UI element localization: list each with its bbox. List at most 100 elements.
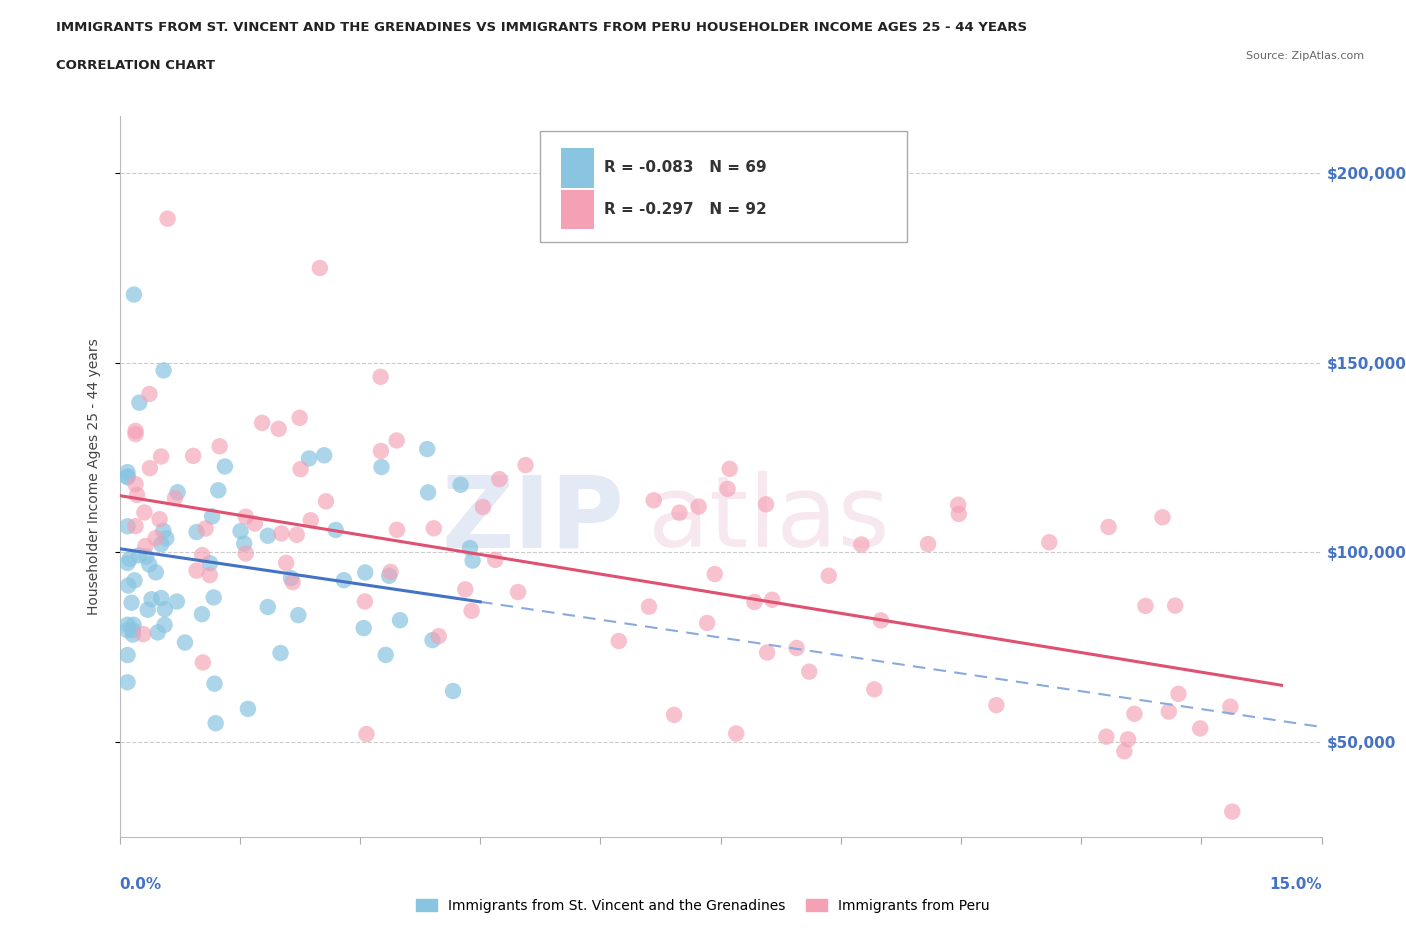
Immigrants from St. Vincent and the Grenadines xyxy=(166,485,188,499)
Immigrants from St. Vincent and the Grenadines xyxy=(370,459,392,474)
Immigrants from Peru xyxy=(717,482,740,497)
Immigrants from Peru xyxy=(744,594,766,609)
Immigrants from Peru xyxy=(725,726,748,741)
Immigrants from Peru xyxy=(1189,721,1212,736)
Immigrants from St. Vincent and the Grenadines xyxy=(229,524,252,538)
Immigrants from St. Vincent and the Grenadines xyxy=(122,627,145,642)
Immigrants from Peru xyxy=(281,575,304,590)
Immigrants from Peru xyxy=(427,629,450,644)
Immigrants from Peru xyxy=(370,369,392,384)
Immigrants from St. Vincent and the Grenadines xyxy=(201,509,224,524)
Immigrants from Peru xyxy=(1167,686,1189,701)
Immigrants from Peru xyxy=(299,512,322,527)
Immigrants from St. Vincent and the Grenadines xyxy=(117,470,139,485)
Immigrants from Peru xyxy=(148,512,170,526)
Immigrants from Peru xyxy=(243,516,266,531)
Text: IMMIGRANTS FROM ST. VINCENT AND THE GRENADINES VS IMMIGRANTS FROM PERU HOUSEHOLD: IMMIGRANTS FROM ST. VINCENT AND THE GREN… xyxy=(56,21,1028,34)
Immigrants from St. Vincent and the Grenadines xyxy=(117,675,139,690)
Immigrants from St. Vincent and the Grenadines xyxy=(117,578,139,593)
Immigrants from Peru xyxy=(1097,520,1119,535)
Immigrants from St. Vincent and the Grenadines xyxy=(270,645,292,660)
Immigrants from St. Vincent and the Grenadines xyxy=(298,451,321,466)
Immigrants from St. Vincent and the Grenadines xyxy=(416,485,439,500)
Immigrants from Peru xyxy=(385,523,408,538)
Immigrants from Peru xyxy=(145,531,167,546)
Immigrants from St. Vincent and the Grenadines xyxy=(153,602,176,617)
Immigrants from Peru xyxy=(270,526,292,541)
Immigrants from St. Vincent and the Grenadines xyxy=(146,625,169,640)
Immigrants from Peru xyxy=(124,519,146,534)
Immigrants from St. Vincent and the Grenadines xyxy=(121,595,143,610)
Immigrants from Peru xyxy=(756,645,779,660)
Immigrants from Peru xyxy=(607,633,630,648)
Immigrants from St. Vincent and the Grenadines xyxy=(128,548,150,563)
Immigrants from Peru xyxy=(132,627,155,642)
Text: R = -0.297   N = 92: R = -0.297 N = 92 xyxy=(605,202,766,217)
Immigrants from Peru xyxy=(662,708,685,723)
Immigrants from St. Vincent and the Grenadines xyxy=(117,469,139,484)
Immigrants from Peru xyxy=(124,477,146,492)
Text: Source: ZipAtlas.com: Source: ZipAtlas.com xyxy=(1246,51,1364,61)
Immigrants from Peru xyxy=(138,387,160,402)
Immigrants from Peru xyxy=(703,566,725,581)
Immigrants from Peru xyxy=(267,421,290,436)
Immigrants from Peru xyxy=(1038,535,1060,550)
Immigrants from Peru xyxy=(589,98,612,113)
Immigrants from Peru xyxy=(1164,598,1187,613)
Immigrants from Peru xyxy=(380,565,402,579)
Immigrants from Peru xyxy=(1095,729,1118,744)
Immigrants from Peru xyxy=(235,510,257,525)
Immigrants from St. Vincent and the Grenadines xyxy=(325,523,347,538)
Immigrants from St. Vincent and the Grenadines xyxy=(138,557,160,572)
Immigrants from St. Vincent and the Grenadines xyxy=(117,647,139,662)
Immigrants from Peru xyxy=(1114,744,1136,759)
Immigrants from Peru xyxy=(181,448,204,463)
Bar xyxy=(561,190,595,230)
Immigrants from Peru xyxy=(150,449,173,464)
Immigrants from St. Vincent and the Grenadines xyxy=(314,448,336,463)
Immigrants from Peru xyxy=(1123,707,1146,722)
Immigrants from Peru xyxy=(786,641,808,656)
Immigrants from St. Vincent and the Grenadines xyxy=(207,483,229,498)
Immigrants from Peru xyxy=(315,494,337,509)
Immigrants from Peru xyxy=(235,546,257,561)
Immigrants from St. Vincent and the Grenadines xyxy=(136,603,159,618)
Immigrants from Peru xyxy=(191,548,214,563)
Immigrants from St. Vincent and the Grenadines xyxy=(150,537,173,551)
Immigrants from St. Vincent and the Grenadines xyxy=(122,287,145,302)
Immigrants from Peru xyxy=(1116,732,1139,747)
Immigrants from St. Vincent and the Grenadines xyxy=(121,623,143,638)
Immigrants from St. Vincent and the Grenadines xyxy=(117,618,139,632)
Immigrants from St. Vincent and the Grenadines xyxy=(141,591,163,606)
Legend: Immigrants from St. Vincent and the Grenadines, Immigrants from Peru: Immigrants from St. Vincent and the Gren… xyxy=(411,894,995,919)
Immigrants from Peru xyxy=(755,497,778,512)
Immigrants from St. Vincent and the Grenadines xyxy=(166,594,188,609)
Immigrants from Peru xyxy=(163,491,186,506)
Immigrants from Peru xyxy=(718,461,741,476)
Text: R = -0.083   N = 69: R = -0.083 N = 69 xyxy=(605,160,766,175)
Immigrants from Peru xyxy=(134,505,156,520)
Immigrants from St. Vincent and the Grenadines xyxy=(117,623,139,638)
Y-axis label: Householder Income Ages 25 - 44 years: Householder Income Ages 25 - 44 years xyxy=(87,339,101,615)
Immigrants from Peru xyxy=(139,460,162,475)
Text: atlas: atlas xyxy=(648,472,890,568)
Immigrants from Peru xyxy=(1220,804,1243,819)
Immigrants from Peru xyxy=(186,564,208,578)
Immigrants from Peru xyxy=(870,613,893,628)
Immigrants from Peru xyxy=(124,427,146,442)
Immigrants from Peru xyxy=(761,592,783,607)
Immigrants from Peru xyxy=(688,499,710,514)
Immigrants from Peru xyxy=(668,505,690,520)
Immigrants from Peru xyxy=(643,493,665,508)
Immigrants from Peru xyxy=(506,585,529,600)
Immigrants from St. Vincent and the Grenadines xyxy=(280,571,302,586)
Immigrants from St. Vincent and the Grenadines xyxy=(202,590,225,604)
Immigrants from St. Vincent and the Grenadines xyxy=(186,525,208,539)
Immigrants from St. Vincent and the Grenadines xyxy=(461,553,484,568)
Immigrants from St. Vincent and the Grenadines xyxy=(257,528,280,543)
FancyBboxPatch shape xyxy=(540,131,907,243)
Immigrants from Peru xyxy=(124,423,146,438)
Immigrants from Peru xyxy=(799,664,821,679)
Immigrants from Peru xyxy=(1157,704,1180,719)
Immigrants from Peru xyxy=(385,433,408,448)
